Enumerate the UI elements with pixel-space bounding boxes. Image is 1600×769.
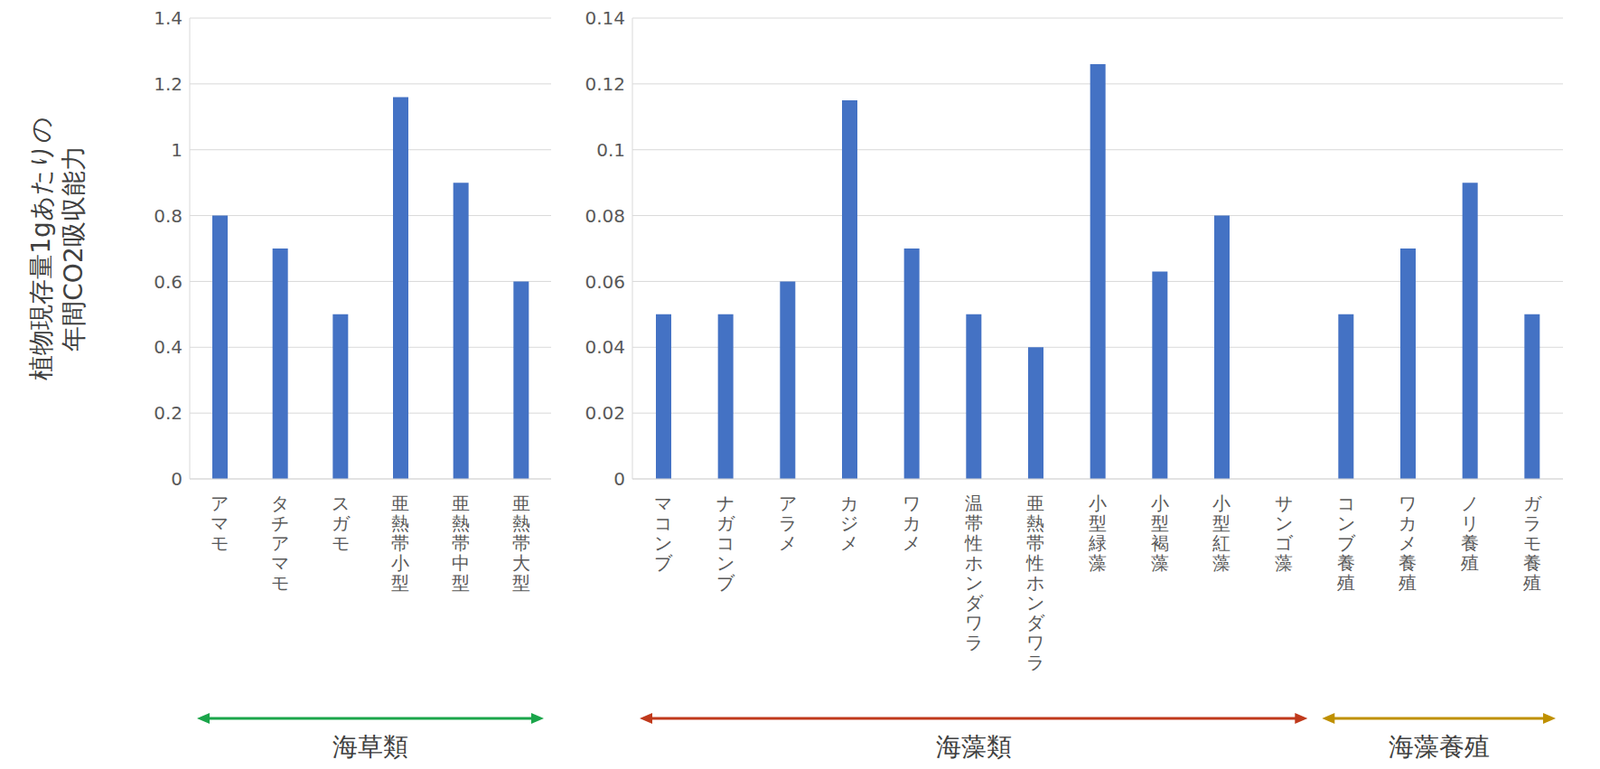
svg-text:サンゴ藻: サンゴ藻: [1274, 492, 1294, 574]
svg-text:アラメ: アラメ: [778, 492, 797, 554]
svg-text:小型紅藻: 小型紅藻: [1212, 492, 1231, 574]
svg-text:0.02: 0.02: [584, 402, 626, 424]
svg-text:0.2: 0.2: [153, 402, 183, 424]
svg-text:0.4: 0.4: [153, 336, 183, 358]
svg-text:海藻類: 海藻類: [935, 731, 1012, 762]
svg-text:タチアマモ: タチアマモ: [271, 492, 290, 594]
svg-text:0.1: 0.1: [596, 139, 626, 161]
svg-text:0.06: 0.06: [584, 271, 626, 293]
svg-text:0.08: 0.08: [584, 205, 626, 227]
svg-text:海草類: 海草類: [332, 731, 409, 762]
svg-text:植物現存量1gあたりの年間CO2吸収能力: 植物現存量1gあたりの年間CO2吸収能力: [26, 116, 89, 381]
svg-text:亜熱帯小型: 亜熱帯小型: [391, 492, 410, 594]
svg-text:亜熱帯中型: 亜熱帯中型: [451, 492, 470, 594]
svg-text:小型褐藻: 小型褐藻: [1150, 492, 1170, 574]
svg-text:1: 1: [170, 139, 183, 161]
svg-text:0.6: 0.6: [153, 271, 183, 293]
svg-text:亜熱帯性ホンダワラ: 亜熱帯性ホンダワラ: [1025, 492, 1046, 674]
svg-text:ワカメ養殖: ワカメ養殖: [1398, 492, 1417, 594]
svg-text:温帯性ホンダワラ: 温帯性ホンダワラ: [963, 492, 984, 654]
svg-text:1.4: 1.4: [153, 7, 183, 29]
svg-text:カジメ: カジメ: [840, 492, 859, 554]
svg-text:0: 0: [613, 467, 626, 490]
svg-text:0: 0: [170, 467, 183, 490]
svg-text:0.8: 0.8: [153, 205, 183, 227]
svg-text:マコンブ: マコンブ: [654, 492, 674, 574]
svg-text:ワカメ: ワカメ: [902, 492, 921, 554]
svg-text:コンブ養殖: コンブ養殖: [1337, 492, 1357, 594]
svg-text:ガラモ養殖: ガラモ養殖: [1523, 492, 1543, 594]
svg-text:ノリ養殖: ノリ養殖: [1460, 492, 1479, 574]
svg-text:0.12: 0.12: [584, 73, 626, 95]
svg-text:海藻養殖: 海藻養殖: [1388, 731, 1490, 762]
svg-text:亜熱帯大型: 亜熱帯大型: [512, 492, 531, 594]
svg-text:ナガコンブ: ナガコンブ: [716, 492, 736, 594]
svg-text:0.04: 0.04: [584, 336, 626, 358]
svg-text:スガモ: スガモ: [331, 492, 351, 554]
svg-text:0.14: 0.14: [584, 7, 626, 29]
svg-text:小型緑藻: 小型緑藻: [1087, 492, 1107, 574]
svg-text:アマモ: アマモ: [210, 492, 229, 554]
svg-text:1.2: 1.2: [153, 73, 183, 95]
